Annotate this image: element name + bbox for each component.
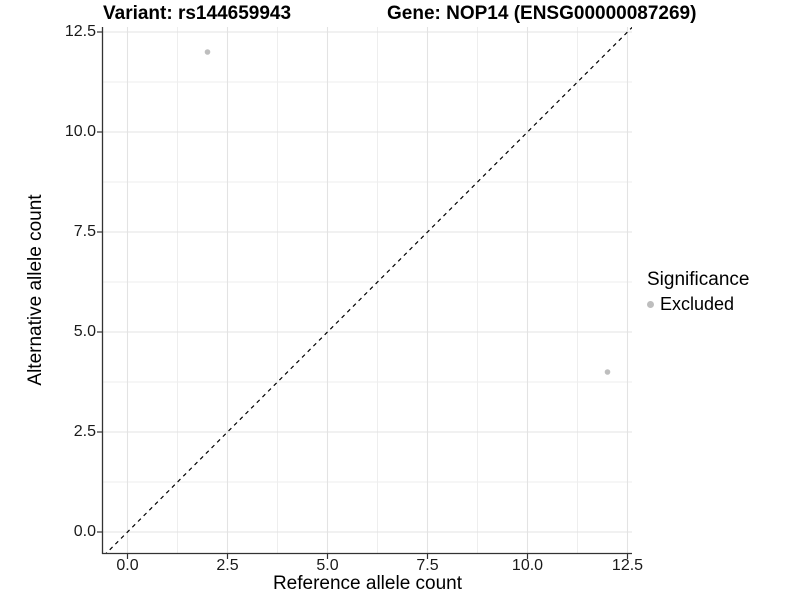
y-tick-label: 12.5	[64, 23, 96, 40]
y-tick-label: 10.0	[64, 123, 96, 140]
plot-title-gene: Gene: NOP14 (ENSG00000087269)	[387, 3, 697, 24]
x-tick-label: 0.0	[116, 557, 139, 574]
y-tick-label: 0.0	[73, 523, 96, 540]
identity-dashed-line	[105, 27, 632, 553]
y-axis-title: Alternative allele count	[25, 194, 46, 386]
data-point	[604, 369, 611, 375]
x-tick-label: 2.5	[216, 557, 239, 574]
data-point	[204, 49, 211, 55]
legend-item-label: Excluded	[660, 294, 735, 314]
y-tick-label: 5.0	[73, 323, 96, 340]
legend-key-dot-icon	[647, 301, 654, 308]
x-tick-label: 5.0	[316, 557, 339, 574]
y-tick-label: 2.5	[73, 423, 96, 440]
x-tick-label: 7.5	[416, 557, 439, 574]
y-tick-label: 7.5	[73, 223, 96, 240]
x-axis-title: Reference allele count	[272, 573, 463, 594]
x-tick-label: 10.0	[511, 557, 544, 574]
gridlines	[103, 27, 632, 553]
legend: Significance Excluded	[647, 269, 749, 315]
plot-title-variant: Variant: rs144659943	[103, 3, 292, 24]
data-points	[204, 49, 611, 375]
legend-item-excluded: Excluded	[647, 294, 749, 315]
tick-marks	[97, 31, 629, 559]
legend-title: Significance	[647, 269, 750, 290]
x-tick-label: 12.5	[611, 557, 644, 574]
